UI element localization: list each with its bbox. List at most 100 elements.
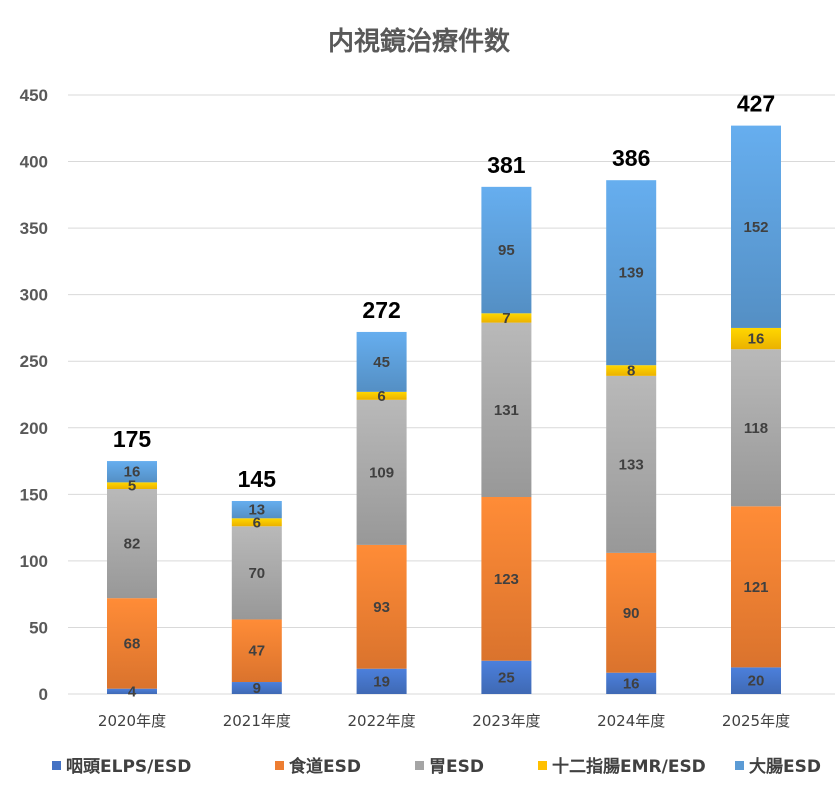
segment-value-label: 152 <box>743 219 768 236</box>
y-tick-label: 300 <box>20 286 48 305</box>
x-tick-label: 2023年度 <box>472 712 540 730</box>
segment-value-label: 121 <box>743 579 768 596</box>
total-value-label: 175 <box>113 426 152 452</box>
x-tick-label: 2025年度 <box>722 712 790 730</box>
bar-segment <box>356 399 407 545</box>
bar-segment <box>606 180 657 366</box>
segment-value-label: 16 <box>124 464 141 481</box>
y-tick-label: 350 <box>20 219 48 238</box>
x-tick-label: 2022年度 <box>348 712 416 730</box>
bar-segment <box>606 365 657 376</box>
segment-value-label: 95 <box>498 242 515 259</box>
y-tick-label: 50 <box>29 618 48 637</box>
segment-value-label: 70 <box>248 565 265 582</box>
bar-segment <box>481 186 532 314</box>
bar-segment <box>107 482 157 490</box>
segment-value-label: 47 <box>248 643 265 660</box>
gridlines <box>68 94 835 695</box>
total-value-label: 386 <box>612 145 650 171</box>
bar-segment <box>356 544 407 669</box>
bar-segment <box>107 688 157 694</box>
segment-value-label: 131 <box>494 402 519 419</box>
bar-segment <box>481 322 532 497</box>
y-tick-label: 400 <box>20 153 48 172</box>
legend-swatch <box>735 761 744 770</box>
y-tick-label: 450 <box>20 86 48 105</box>
segment-value-label: 25 <box>498 669 515 686</box>
bar-segment <box>731 349 781 507</box>
segment-value-label: 139 <box>619 265 644 282</box>
segment-value-label: 13 <box>248 502 265 519</box>
bar-segment <box>606 672 657 694</box>
bars <box>107 125 781 694</box>
bar-segment <box>107 461 157 483</box>
segment-value-label: 90 <box>623 605 640 622</box>
segment-value-label: 82 <box>124 536 141 553</box>
bar-segment <box>731 506 781 668</box>
bar-segment <box>731 667 781 694</box>
x-tick-label: 2024年度 <box>597 712 665 730</box>
legend-swatch <box>415 761 424 770</box>
bar-segment <box>606 375 657 553</box>
segment-value-label: 68 <box>124 635 141 652</box>
bar-segment <box>731 125 781 328</box>
x-axis-ticks: 2020年度 2021年度 2022年度 2023年度 2024年度 2025年度 <box>98 712 790 730</box>
segment-value-label: 118 <box>744 420 768 437</box>
x-tick-label: 2020年度 <box>98 712 166 730</box>
segment-value-label: 4 <box>128 683 137 700</box>
segment-value-label: 9 <box>253 680 261 697</box>
segment-value-label: 16 <box>623 675 640 692</box>
segment-value-label: 8 <box>627 363 635 380</box>
bar-segment <box>481 496 532 661</box>
bar-segment <box>356 331 407 392</box>
segment-value-label: 109 <box>369 464 394 481</box>
bar-segment <box>481 660 532 694</box>
total-value-label: 427 <box>737 91 775 117</box>
legend: 咽頭ELPS/ESD 食道ESD 胃ESD 十二指腸EMR/ESD 大腸ESD <box>52 756 821 777</box>
segment-value-label: 5 <box>128 478 136 495</box>
segment-value-label: 16 <box>748 331 765 348</box>
total-value-label: 145 <box>238 466 277 492</box>
legend-swatch <box>538 761 547 770</box>
total-value-label: 272 <box>362 297 400 323</box>
legend-label: 十二指腸EMR/ESD <box>552 756 706 777</box>
chart-title: 内視鏡治療件数 <box>328 26 511 57</box>
segment-value-label: 133 <box>619 456 644 473</box>
bar-segment <box>606 552 657 673</box>
y-tick-label: 150 <box>20 485 48 504</box>
bar-segment <box>231 518 282 527</box>
legend-label: 食道ESD <box>289 756 361 777</box>
y-axis-ticks: 0 50 100 150 200 250 300 350 400 450 <box>20 86 48 704</box>
segment-value-label: 93 <box>373 599 390 616</box>
legend-swatch <box>52 761 61 770</box>
bar-segment <box>107 598 157 689</box>
bar-segment <box>231 526 282 620</box>
legend-swatch <box>275 761 284 770</box>
bar-segment <box>731 327 781 350</box>
segment-value-label: 19 <box>373 673 390 690</box>
y-tick-label: 0 <box>39 685 48 704</box>
bar-segment <box>231 619 282 683</box>
total-value-label: 381 <box>487 152 526 178</box>
x-tick-label: 2021年度 <box>223 712 291 730</box>
segment-value-label: 6 <box>377 388 385 405</box>
data-labels: 4688251617594770613145199310964527225123… <box>113 91 775 701</box>
bar-segment <box>481 313 532 323</box>
segment-value-label: 20 <box>748 673 765 690</box>
bar-segment <box>356 391 407 400</box>
y-tick-label: 100 <box>20 552 48 571</box>
legend-label: 咽頭ELPS/ESD <box>66 757 191 777</box>
bar-segment <box>231 500 282 519</box>
bar-segment <box>231 682 282 694</box>
segment-value-label: 123 <box>494 571 519 588</box>
y-tick-label: 250 <box>20 352 48 371</box>
legend-label: 大腸ESD <box>749 756 821 777</box>
legend-label: 胃ESD <box>429 757 484 777</box>
segment-value-label: 7 <box>502 310 510 327</box>
bar-segment <box>107 489 157 599</box>
bar-segment <box>356 668 407 694</box>
segment-value-label: 45 <box>373 354 390 371</box>
y-tick-label: 200 <box>20 419 48 438</box>
